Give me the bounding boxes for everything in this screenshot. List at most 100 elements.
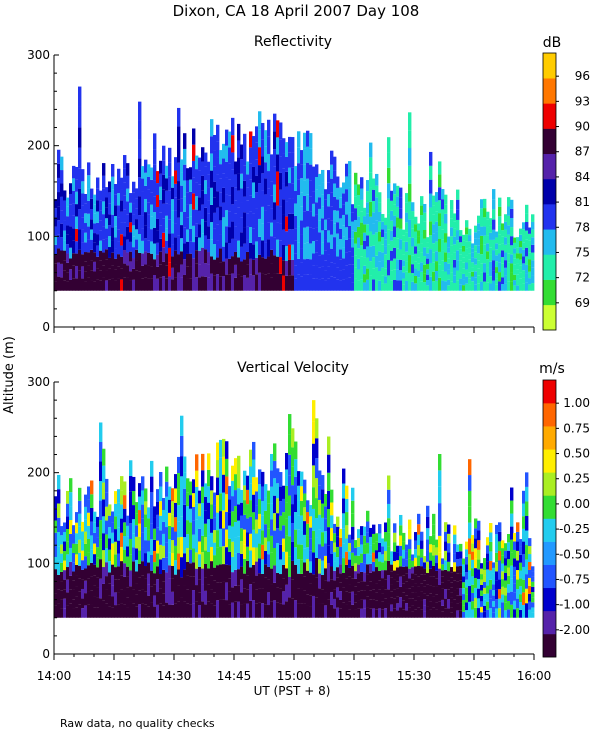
vel-cell [414, 574, 418, 584]
vel-cell [180, 536, 184, 558]
vel-cell [153, 595, 157, 607]
refl-cell [261, 122, 265, 140]
refl-cell [192, 274, 196, 291]
refl-cell [228, 195, 232, 212]
refl-cell [354, 208, 358, 220]
refl-cell [210, 239, 214, 257]
refl-cell [468, 278, 472, 285]
vel-cell [228, 512, 232, 526]
vel-cell [522, 503, 526, 517]
vel-cell [474, 607, 478, 618]
refl-cell [66, 197, 70, 207]
refl-cell [270, 168, 274, 182]
refl-cell [282, 260, 286, 276]
refl-cell [276, 154, 280, 172]
refl-cell [438, 251, 442, 265]
refl-cell [258, 201, 262, 219]
refl-cell [480, 217, 484, 227]
refl-cell [249, 131, 253, 148]
refl-cell [273, 113, 277, 132]
refl-cell [375, 232, 379, 245]
vel-cell [327, 436, 331, 455]
vel-cell [285, 518, 289, 536]
refl-cell [150, 278, 154, 291]
refl-cell [102, 175, 106, 189]
vel-cell [147, 507, 151, 519]
vel-cell [132, 519, 136, 534]
vel-cell [255, 589, 259, 604]
vel-cell [453, 525, 457, 535]
refl-cell [186, 217, 190, 230]
refl-cell [213, 197, 217, 213]
refl-cell [459, 248, 463, 255]
refl-cell [180, 211, 184, 226]
refl-cell [126, 252, 130, 266]
vel-cell [225, 476, 229, 495]
refl-cell [405, 212, 409, 223]
refl-cell [60, 223, 64, 238]
refl-cell [468, 284, 472, 291]
vel-cell [288, 475, 292, 496]
vel-cell [246, 504, 250, 519]
vel-cell [315, 458, 319, 479]
vel-cell [513, 600, 517, 610]
refl-cell [420, 196, 424, 206]
refl-cell [408, 165, 412, 184]
vel-cell [339, 537, 343, 547]
vel-cell [246, 603, 250, 618]
refl-cell [294, 278, 298, 291]
vel-cell [510, 526, 514, 540]
refl-cell [213, 244, 217, 260]
vel-cell [426, 606, 430, 618]
refl-cell [147, 265, 151, 279]
vel-cell [330, 604, 334, 618]
vel-cell [129, 601, 133, 618]
refl-cell [189, 216, 193, 229]
vel-cell [117, 604, 121, 618]
refl-cell [363, 249, 367, 258]
vel-cell [171, 578, 175, 592]
refl-cell [201, 147, 205, 162]
vel-cell [414, 566, 418, 575]
vel-cell [159, 472, 163, 487]
refl-cell [252, 151, 256, 167]
refl-cell [156, 218, 160, 231]
vel-cell [150, 570, 154, 587]
refl-cell [351, 230, 355, 239]
refl-cell [366, 279, 370, 291]
vel-cell [282, 604, 286, 618]
vel-cell [105, 520, 109, 535]
vel-cell [72, 534, 76, 544]
vel-cell [72, 543, 76, 553]
refl-cell [330, 206, 334, 221]
refl-cell [483, 244, 487, 254]
vel-cell [444, 541, 448, 551]
vel-cell [105, 603, 109, 618]
vel-cell [333, 561, 337, 571]
vel-cell [153, 573, 157, 585]
vel-cell [435, 586, 439, 595]
vel-cell [345, 604, 349, 618]
refl-cell [234, 264, 238, 278]
refl-cell [423, 264, 427, 274]
vel-cell [153, 517, 157, 529]
refl-cell [207, 187, 211, 201]
refl-cell [186, 192, 190, 205]
vel-cell [216, 477, 220, 496]
refl-cell [441, 209, 445, 220]
vel-cell [486, 585, 490, 594]
vel-cell [369, 545, 373, 555]
refl-cell [339, 187, 343, 198]
refl-cell [177, 272, 181, 291]
refl-cell [507, 197, 511, 207]
refl-cell [285, 216, 289, 232]
vel-cell [189, 481, 193, 496]
refl-cell [498, 281, 502, 291]
refl-cell [354, 243, 358, 256]
refl-cell [333, 250, 337, 264]
vel-cell [345, 591, 349, 605]
refl-cell [348, 264, 352, 278]
refl-cell [471, 243, 475, 249]
vel-cell [96, 557, 100, 568]
refl-cell [219, 206, 223, 221]
